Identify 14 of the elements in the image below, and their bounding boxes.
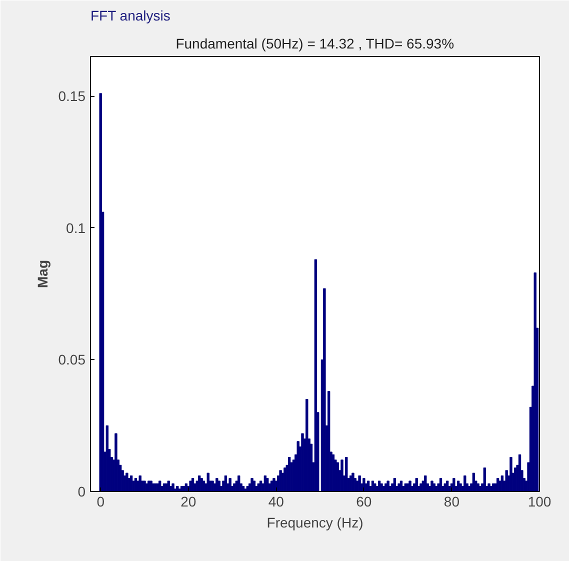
x-tick-label: 60: [356, 494, 372, 510]
y-tick-label: 0.05: [58, 352, 86, 368]
x-tick-label: 0: [96, 494, 105, 510]
x-tick-label: 40: [268, 494, 284, 510]
x-tick-label: 80: [444, 494, 460, 510]
y-tick-label: 0.1: [66, 220, 86, 236]
x-tick-label: 100: [528, 494, 552, 510]
x-axis-title: Frequency (Hz): [266, 514, 364, 530]
chart-subtitle: Fundamental (50Hz) = 14.32 , THD= 65.93%: [176, 36, 454, 52]
x-tick-label: 20: [180, 494, 196, 510]
y-tick-label: 0.15: [58, 88, 86, 104]
y-axis-title: Mag: [34, 260, 50, 288]
y-tick-label: 0: [78, 484, 86, 500]
chart-title: FFT analysis: [90, 8, 170, 24]
